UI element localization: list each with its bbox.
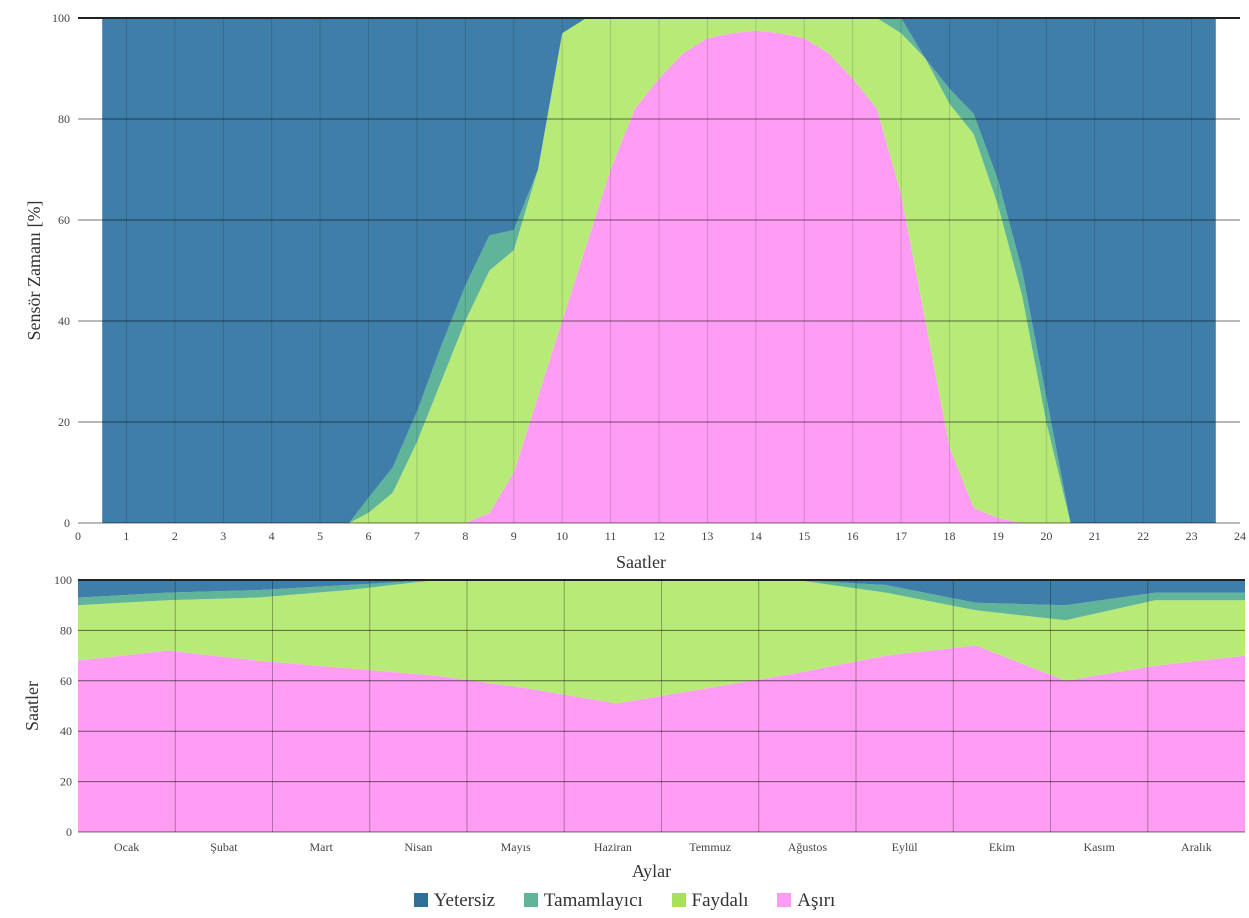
legend-label: Tamamlayıcı bbox=[543, 890, 643, 911]
legend-swatch-asiri bbox=[777, 893, 792, 907]
x-tick-label: 7 bbox=[414, 529, 420, 543]
legend-item-asiri: Aşırı bbox=[777, 890, 835, 912]
x-tick-label: 6 bbox=[366, 529, 372, 543]
area-yetersiz bbox=[102, 18, 1216, 523]
x-tick-label: Aralık bbox=[1181, 840, 1212, 854]
x-tick-label: 5 bbox=[317, 529, 323, 543]
y-tick-label: 80 bbox=[60, 623, 72, 637]
x-tick-label: Nisan bbox=[404, 840, 432, 854]
legend-swatch-tamamlayici bbox=[523, 893, 538, 907]
legend-label: Aşırı bbox=[797, 890, 836, 911]
x-tick-label: Şubat bbox=[210, 840, 238, 854]
area-faydali bbox=[78, 580, 1245, 704]
x-tick-label: 2 bbox=[172, 529, 178, 543]
legend-swatch-yetersiz bbox=[413, 893, 428, 907]
area-asiri bbox=[78, 645, 1245, 832]
monthly-area-chart: 0 20 40 60 80 100 Ocak Şubat Mart Nisan Mayıs Hazir… bbox=[22, 573, 1245, 881]
y-tick-label: 40 bbox=[58, 314, 70, 328]
area-yetersiz bbox=[78, 580, 1245, 606]
legend-item-yetersiz: Yetersiz bbox=[413, 890, 496, 912]
area-asiri bbox=[102, 30, 1216, 523]
x-tick-label: Ekim bbox=[989, 840, 1016, 854]
x-tick-label: 4 bbox=[269, 529, 275, 543]
x-tick-label: 20 bbox=[1040, 529, 1052, 543]
x-tick-label: Eylül bbox=[892, 840, 919, 854]
x-axis-label: Aylar bbox=[632, 861, 671, 881]
x-tick-label: 22 bbox=[1137, 529, 1149, 543]
y-axis-label: Saatler bbox=[22, 681, 42, 731]
x-tick-label: 17 bbox=[895, 529, 907, 543]
legend-label: Faydalı bbox=[691, 890, 749, 911]
x-tick-label: 21 bbox=[1089, 529, 1101, 543]
x-tick-label: Ağustos bbox=[788, 840, 828, 854]
legend-item-faydali: Faydalı bbox=[671, 890, 749, 912]
x-tick-label: 18 bbox=[944, 529, 956, 543]
y-tick-label: 0 bbox=[66, 825, 72, 839]
legend-swatch-faydali bbox=[671, 893, 686, 907]
area-faydali bbox=[102, 18, 1216, 523]
hourly-area-chart: 0 1 2 3 4 5 6 7 8 9 10 11 12 13 14 15 16 17 18 19 20 21 22 23 24… bbox=[24, 11, 1246, 572]
legend: Yetersiz Tamamlayıcı Faydalı Aşırı bbox=[0, 890, 1249, 912]
y-axis-label: Sensör Zamanı [%] bbox=[24, 201, 44, 341]
x-tick-label: Temmuz bbox=[689, 840, 731, 854]
x-tick-label: Mayıs bbox=[501, 840, 531, 854]
x-tick-label: Haziran bbox=[594, 840, 632, 854]
x-tick-label: Mart bbox=[309, 840, 333, 854]
x-tick-label: 24 bbox=[1234, 529, 1246, 543]
x-tick-label: 3 bbox=[220, 529, 226, 543]
legend-item-tamamlayici: Tamamlayıcı bbox=[523, 890, 643, 912]
y-tick-label: 40 bbox=[60, 724, 72, 738]
y-tick-label: 0 bbox=[64, 516, 70, 530]
y-tick-label: 60 bbox=[58, 213, 70, 227]
x-tick-label: 23 bbox=[1186, 529, 1198, 543]
x-axis-label: Saatler bbox=[616, 552, 666, 572]
x-tick-label: 14 bbox=[750, 529, 762, 543]
y-tick-label: 100 bbox=[52, 11, 70, 25]
x-tick-label: 13 bbox=[701, 529, 713, 543]
y-tick-label: 20 bbox=[58, 415, 70, 429]
x-tick-label: Ocak bbox=[114, 840, 139, 854]
x-tick-label: 10 bbox=[556, 529, 568, 543]
x-tick-label: 9 bbox=[511, 529, 517, 543]
x-tick-label: 0 bbox=[75, 529, 81, 543]
x-tick-label: 15 bbox=[798, 529, 810, 543]
x-tick-label: 16 bbox=[847, 529, 859, 543]
x-tick-label: 11 bbox=[605, 529, 617, 543]
x-tick-label: 1 bbox=[123, 529, 129, 543]
legend-label: Yetersiz bbox=[433, 890, 496, 911]
x-tick-label: 19 bbox=[992, 529, 1004, 543]
x-tick-label: Kasım bbox=[1083, 840, 1115, 854]
y-tick-label: 80 bbox=[58, 112, 70, 126]
y-tick-label: 20 bbox=[60, 775, 72, 789]
x-tick-label: 8 bbox=[462, 529, 468, 543]
y-tick-label: 60 bbox=[60, 674, 72, 688]
x-tick-label: 12 bbox=[653, 529, 665, 543]
y-tick-label: 100 bbox=[54, 573, 72, 587]
